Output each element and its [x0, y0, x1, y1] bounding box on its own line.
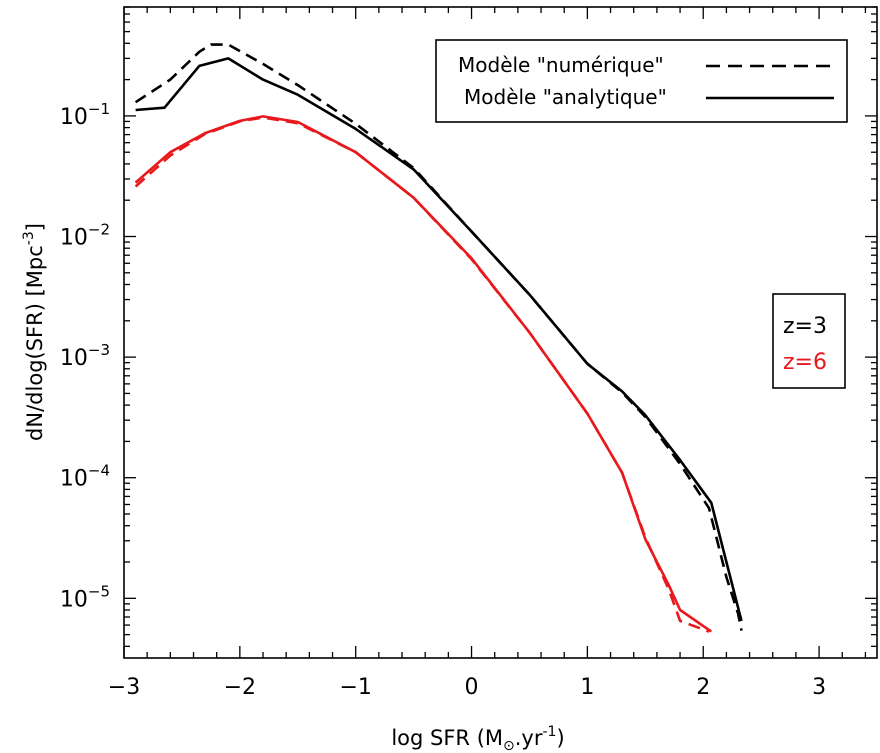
- x-axis-title: log SFR (M⊙.yr-1): [391, 724, 564, 753]
- legend: Modèle "numérique" Modèle "analytique": [435, 39, 848, 123]
- plot-frame: [123, 6, 878, 659]
- x-tick-label: −3: [108, 675, 140, 700]
- redshift-label-z6: z=6: [783, 350, 827, 375]
- legend-label-analytique: Modèle "analytique": [464, 85, 667, 109]
- x-tick-label: 1: [580, 675, 594, 700]
- y-tick-label: 10−5: [60, 582, 110, 612]
- redshift-box: [772, 293, 846, 389]
- x-tick-label: −2: [224, 675, 256, 700]
- x-tick-label: −1: [339, 675, 371, 700]
- redshift-label-z3: z=3: [783, 314, 827, 339]
- axis-ticks: [123, 6, 877, 658]
- series-line: [134, 116, 710, 633]
- series-layer: [134, 43, 743, 633]
- y-tick-label: 10−3: [60, 341, 110, 371]
- x-tick-label: 3: [812, 675, 826, 700]
- series-line: [134, 43, 743, 631]
- legend-label-numerique: Modèle "numérique": [458, 53, 664, 77]
- y-tick-label: 10−4: [60, 462, 110, 492]
- y-axis-title: dN/dlog(SFR) [Mpc-3]: [21, 223, 47, 441]
- series-line: [135, 57, 743, 622]
- x-tick-label: 0: [465, 675, 479, 700]
- series-line: [134, 115, 713, 633]
- y-tick-label: 10−1: [60, 100, 110, 130]
- redshift-legend: z=3 z=6: [772, 293, 846, 389]
- x-tick-label: 2: [696, 675, 710, 700]
- legend-box: [435, 39, 848, 123]
- y-tick-label: 10−2: [60, 221, 110, 251]
- tick-labels: −3 −2 −1 0 1 2 3 10−1 10−2 10−3 10−4 10−5: [60, 100, 826, 700]
